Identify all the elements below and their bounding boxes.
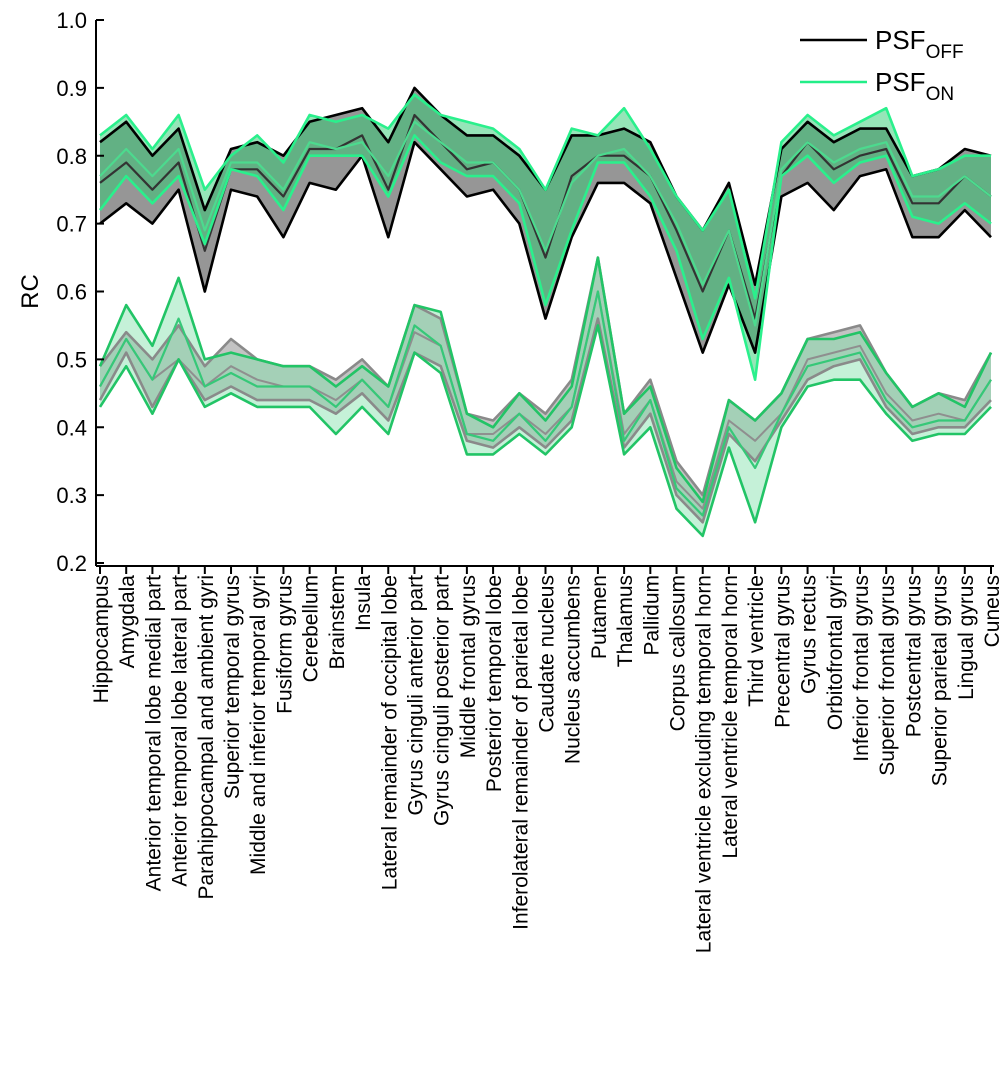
- x-category-label: Cuneus: [981, 575, 1002, 647]
- upper-on-mean-line: [99, 120, 992, 327]
- x-category-label: Inferolateral remainder of parietal lobe: [509, 575, 532, 930]
- x-category-label: Precentral gyrus: [771, 575, 794, 728]
- x-category-label: Nucleus accumbens: [562, 575, 585, 764]
- y-tick-label: 0.7: [56, 212, 87, 237]
- x-category-label: Gyrus cinguli posterior part: [431, 575, 454, 826]
- x-category-label: Third ventricle: [745, 575, 768, 707]
- x-category-label: Anterior temporal lobe medial part: [142, 575, 165, 891]
- lower-off-lower-line: [98, 317, 992, 524]
- upper-on-upper-line: [99, 93, 991, 300]
- x-category-label: Hippocampus: [90, 575, 113, 703]
- x-category-label: Thalamus: [614, 575, 637, 667]
- x-category-label: Superior parietal gyrus: [929, 575, 952, 786]
- upper-off-lower-line: [99, 140, 992, 354]
- x-category-label: Amygdala: [116, 575, 139, 669]
- lines-layer: [98, 86, 993, 538]
- legend-label-on: PSFON: [875, 67, 954, 105]
- y-tick-label: 0.3: [56, 483, 87, 508]
- y-tick-label: 0.9: [56, 76, 87, 101]
- y-tick-label: 0.8: [56, 144, 87, 169]
- x-category-label: Middle and inferior temporal gyri: [247, 575, 270, 875]
- y-tick-label: 0.5: [56, 347, 87, 372]
- x-category-label: Putamen: [588, 575, 611, 659]
- x-category-label: Pallidum: [640, 575, 663, 656]
- lower-off-mean-line: [99, 290, 992, 510]
- lower-on-band: [100, 257, 991, 536]
- x-category-label: Parahippocampal and ambient gyri: [195, 575, 218, 900]
- legend: PSFOFF PSFON: [800, 25, 964, 105]
- x-category-label: Inferior frontal gyrus: [850, 575, 873, 762]
- x-category-label: Fusiform gyrus: [273, 575, 296, 714]
- legend-label-off: PSFOFF: [875, 25, 964, 63]
- x-category-label: Cerebellum: [300, 575, 323, 682]
- axes-layer: 0.2 0.3 0.4 0.5 0.6 0.7 0.8 0.9 1.0 RC Hippocampus…: [17, 8, 1002, 953]
- y-axis-title: RC: [17, 274, 44, 309]
- x-category-label: Lateral ventricle temporal horn: [719, 575, 742, 859]
- bands-layer: [100, 87, 991, 536]
- lower-on-lower-line: [98, 324, 992, 538]
- x-category-label: Gyrus rectus: [798, 575, 821, 694]
- x-category-label: Lateral ventricle excluding temporal hor…: [693, 575, 716, 953]
- upper-off-mean-line: [99, 113, 992, 320]
- x-category-label: Lingual gyrus: [955, 575, 978, 700]
- y-tick-label: 0.4: [56, 415, 87, 440]
- x-category-label: Brainstem: [326, 575, 349, 670]
- x-category-label: Postcentral gyrus: [902, 575, 925, 737]
- y-tick-label: 0.2: [56, 551, 87, 576]
- upper-on-lower-line: [98, 134, 992, 382]
- lower-off-band: [100, 257, 991, 523]
- lower-off-upper-line: [98, 256, 993, 497]
- lower-on-mean-line: [99, 290, 992, 517]
- x-category-label: Middle frontal gyrus: [457, 575, 480, 758]
- x-category-label: Superior frontal gyrus: [876, 575, 899, 776]
- y-tick-label: 1.0: [56, 8, 87, 33]
- x-category-label: Caudate nucleus: [536, 575, 559, 733]
- x-category-label: Corpus callosum: [667, 575, 690, 731]
- x-category-label: Superior temporal gyrus: [221, 575, 244, 799]
- x-category-label: Anterior temporal lobe lateral part: [169, 575, 192, 887]
- y-tick-label: 0.6: [56, 280, 87, 305]
- x-category-label: Gyrus cinguli anterior part: [405, 575, 428, 816]
- x-category-label: Posterior temporal lobe: [483, 575, 506, 792]
- upper-on-band: [100, 94, 991, 380]
- x-category-label: Lateral remainder of occipital lobe: [378, 575, 401, 890]
- x-category-label: Orbitofrontal gyri: [824, 575, 847, 730]
- x-category-label: Insula: [352, 575, 375, 631]
- lower-on-upper-line: [98, 256, 993, 504]
